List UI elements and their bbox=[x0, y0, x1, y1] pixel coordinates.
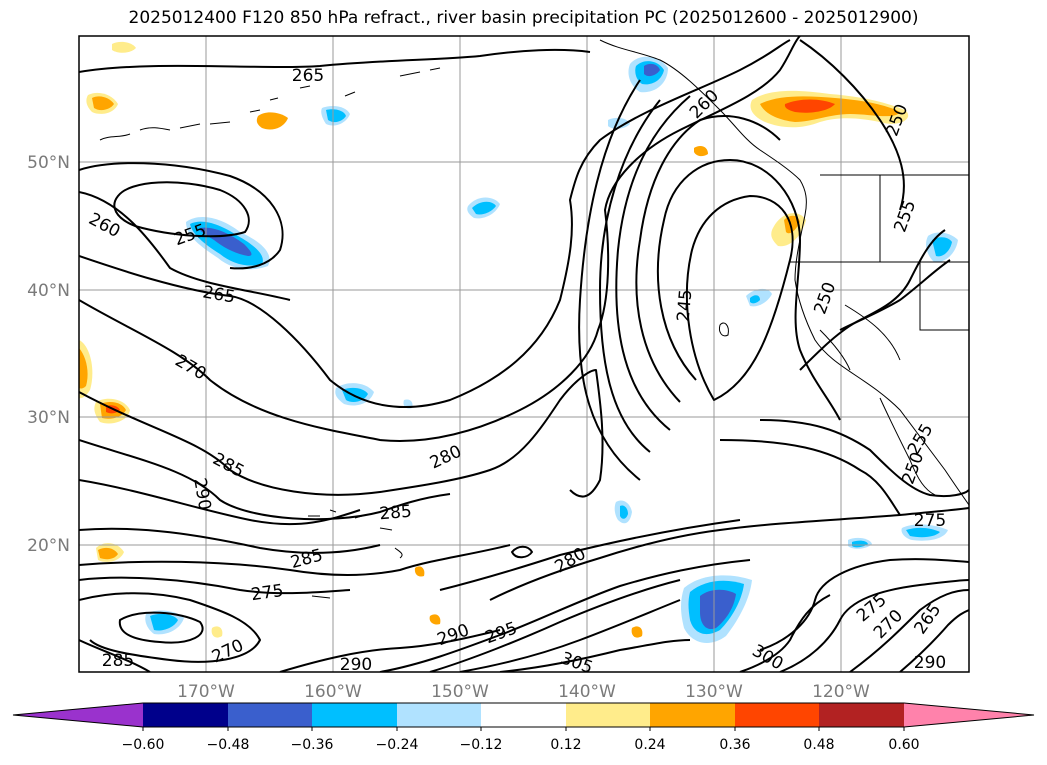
contour-label: 265 bbox=[292, 66, 324, 86]
contour-label: 275 bbox=[914, 511, 946, 531]
colorbar-tick-label: −0.24 bbox=[376, 737, 419, 753]
lat-label-20n: 20°N bbox=[27, 536, 70, 556]
colorbar-segment bbox=[228, 703, 312, 727]
coastlines bbox=[99, 39, 969, 599]
map-gridlines bbox=[79, 36, 969, 672]
lon-label-150w: 150°W bbox=[431, 682, 489, 702]
colorbar-tick-label: 0.24 bbox=[634, 737, 665, 753]
colorbar-high-extension bbox=[904, 703, 1034, 727]
colorbar-segment bbox=[735, 703, 819, 727]
contour-label: 285 bbox=[102, 651, 134, 671]
latitude-labels: 50°N 40°N 30°N 20°N bbox=[27, 153, 70, 556]
contour-label: 290 bbox=[914, 653, 946, 673]
colorbar-tick-label: 0.60 bbox=[888, 737, 919, 753]
longitude-labels: 170°W 160°W 150°W 140°W 130°W 120°W bbox=[177, 682, 870, 702]
colorbar-low-extension bbox=[13, 703, 143, 727]
colorbar-tick-label: 0.12 bbox=[550, 737, 581, 753]
lat-label-50n: 50°N bbox=[27, 153, 70, 173]
colorbar-tick-label: −0.12 bbox=[460, 737, 503, 753]
colorbar-tick-label: 0.48 bbox=[803, 737, 834, 753]
refractivity-contours bbox=[79, 36, 969, 672]
lon-label-170w: 170°W bbox=[177, 682, 235, 702]
contour-label: 245 bbox=[674, 289, 697, 323]
colorbar-segment bbox=[650, 703, 735, 727]
colorbar-segment bbox=[397, 703, 481, 727]
map-frame bbox=[78, 35, 970, 673]
colorbar: −0.60 −0.48 −0.36 −0.24 −0.12 0.12 0.24 … bbox=[12, 702, 1035, 753]
contour-label: 290 bbox=[340, 655, 372, 675]
colorbar-segment bbox=[312, 703, 397, 727]
colorbar-segment bbox=[143, 703, 228, 727]
colorbar-segment bbox=[481, 703, 566, 727]
lat-label-30n: 30°N bbox=[27, 408, 70, 428]
lon-label-160w: 160°W bbox=[304, 682, 362, 702]
colorbar-tick-label: −0.60 bbox=[122, 737, 165, 753]
contour-label: 275 bbox=[250, 581, 285, 605]
colorbar-tick-label: −0.36 bbox=[291, 737, 334, 753]
colorbar-segment bbox=[566, 703, 650, 727]
colorbar-segment bbox=[819, 703, 904, 727]
lon-label-120w: 120°W bbox=[812, 682, 870, 702]
lon-label-130w: 130°W bbox=[685, 682, 743, 702]
map-title: 2025012400 F120 850 hPa refract., river … bbox=[128, 8, 919, 28]
lon-label-140w: 140°W bbox=[558, 682, 616, 702]
contour-label: 285 bbox=[379, 502, 413, 525]
lat-label-40n: 40°N bbox=[27, 281, 70, 301]
colorbar-tick-label: 0.36 bbox=[719, 737, 750, 753]
colorbar-tick-label: −0.48 bbox=[207, 737, 250, 753]
